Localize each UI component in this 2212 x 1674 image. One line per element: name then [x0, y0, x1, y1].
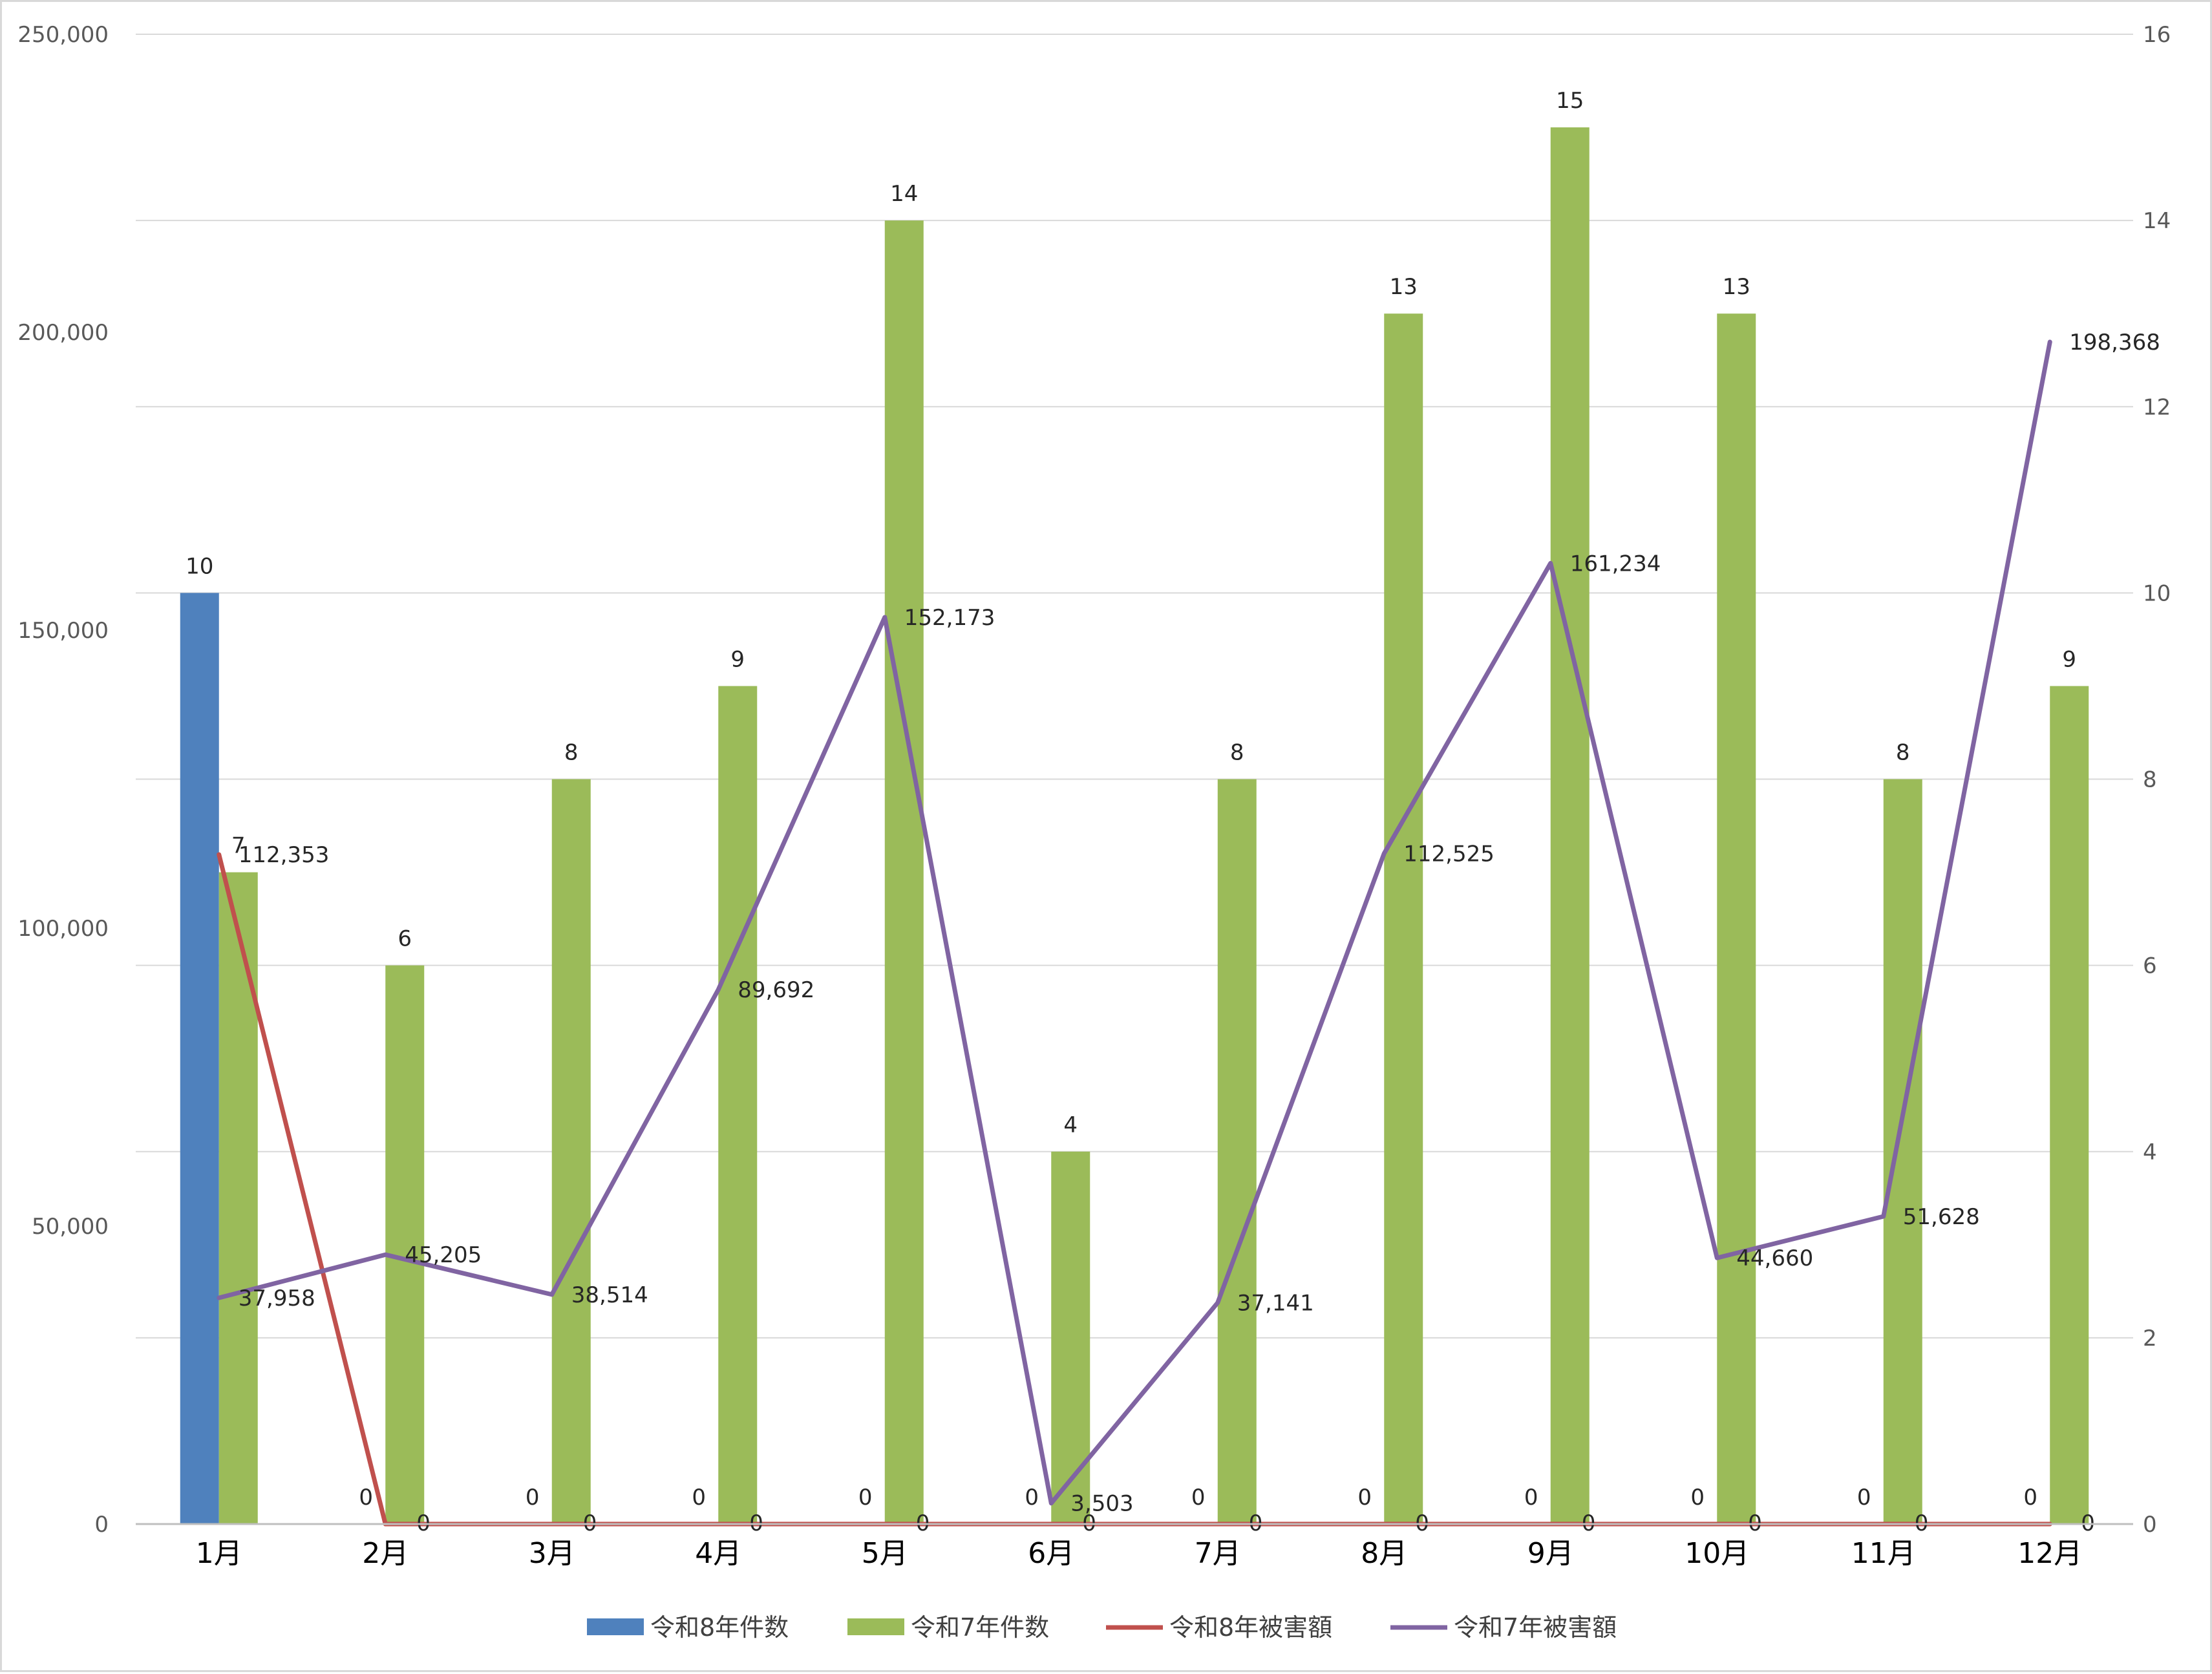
- bar-series: [180, 127, 2089, 1524]
- y-right-tick-label: 8: [2143, 767, 2157, 793]
- data-label-r7-damage: 152,173: [904, 605, 995, 631]
- data-label-r7-damage: 112,525: [1403, 842, 1494, 867]
- y-right-tick-label: 4: [2143, 1139, 2157, 1165]
- y-left-tick-label: 0: [94, 1512, 109, 1538]
- y-right-tick-label: 6: [2143, 953, 2157, 979]
- data-label-r7-damage: 38,514: [571, 1282, 648, 1308]
- x-tick-label: 12月: [2017, 1537, 2082, 1570]
- legend-label: 令和7年件数: [911, 1613, 1049, 1642]
- y-left-tick-label: 200,000: [17, 320, 109, 346]
- x-tick-label: 4月: [695, 1537, 741, 1570]
- bar-r7-count: [551, 779, 591, 1524]
- y-right-tick-label: 12: [2143, 394, 2171, 420]
- line-series: [217, 339, 2052, 1527]
- bar-r7-count: [2050, 686, 2089, 1524]
- data-label-r7-count: 9: [730, 646, 745, 672]
- data-label-r8-damage: 112,353: [239, 842, 330, 868]
- data-label-r8-count: 0: [359, 1485, 373, 1510]
- x-tick-label: 8月: [1361, 1537, 1407, 1570]
- bar-r7-count: [218, 872, 258, 1524]
- x-tick-label: 1月: [196, 1537, 242, 1570]
- legend-label: 令和8年件数: [650, 1613, 789, 1642]
- y-left-tick-label: 250,000: [17, 22, 109, 48]
- data-label-r8-count: 0: [1690, 1485, 1705, 1510]
- x-tick-label: 9月: [1527, 1537, 1574, 1570]
- bar-r7-count: [1717, 313, 1756, 1524]
- data-label-r7-count: 14: [890, 181, 918, 207]
- bar-r7-count: [718, 686, 758, 1524]
- x-tick-label: 2月: [362, 1537, 409, 1570]
- x-tick-label: 10月: [1685, 1537, 1749, 1570]
- data-label-r7-count: 6: [398, 926, 412, 952]
- data-label-r7-count: 13: [1723, 274, 1750, 300]
- data-label-r7-damage: 198,368: [2069, 330, 2160, 355]
- data-label-r8-count: 10: [186, 553, 213, 579]
- data-label-r7-count: 9: [2062, 646, 2076, 672]
- x-tick-label: 11月: [1851, 1537, 1916, 1570]
- data-label-r7-count: 13: [1390, 274, 1418, 300]
- data-label-r8-count: 0: [1524, 1485, 1538, 1510]
- data-label-r8-count: 0: [1857, 1485, 1871, 1510]
- data-label-r7-count: 8: [564, 740, 579, 766]
- data-label-r8-count: 0: [1357, 1485, 1372, 1510]
- axes: 0 50,000 100,000 150,000 200,000 250,000 0 2 4 6 8…: [17, 22, 2171, 1570]
- y-right-tick-label: 14: [2143, 208, 2171, 234]
- bar-r7-count: [1550, 127, 1590, 1524]
- data-label-r7-count: 4: [1063, 1112, 1078, 1138]
- y-right-tick-label: 16: [2143, 22, 2171, 48]
- bar-r7-count: [1384, 313, 1423, 1524]
- x-tick-label: 5月: [862, 1537, 908, 1570]
- data-label-r7-damage: 44,660: [1736, 1245, 1813, 1271]
- bar-r8-count: [180, 593, 219, 1524]
- y-right-tick-label: 10: [2143, 580, 2171, 606]
- gridlines: [136, 34, 2133, 1339]
- y-right-tick-label: 2: [2143, 1326, 2157, 1351]
- data-label-r7-damage: 37,958: [239, 1286, 315, 1311]
- data-label-r7-count: 15: [1556, 88, 1584, 114]
- data-label-r7-count: 8: [1896, 740, 1910, 766]
- legend-label: 令和7年被害額: [1454, 1613, 1617, 1642]
- line-r7-damage: [217, 339, 2052, 1506]
- legend-swatch-r8-count: [587, 1618, 644, 1635]
- data-label-r8-count: 0: [858, 1485, 873, 1510]
- line-r8-damage: [217, 852, 2052, 1527]
- data-label-r8-count: 0: [526, 1485, 540, 1510]
- data-label-r7-damage: 51,628: [1903, 1204, 1980, 1230]
- x-tick-label: 3月: [529, 1537, 575, 1570]
- bar-r7-count: [1217, 779, 1257, 1524]
- data-label-r7-damage: 37,141: [1237, 1291, 1314, 1317]
- data-label-r8-count: 0: [1191, 1485, 1206, 1510]
- x-tick-label: 7月: [1195, 1537, 1241, 1570]
- data-label-r8-count: 0: [1025, 1485, 1039, 1510]
- bar-r7-count: [1051, 1151, 1090, 1524]
- y-right-tick-label: 0: [2143, 1512, 2157, 1538]
- data-label-r8-count: 0: [2023, 1485, 2037, 1510]
- bar-r7-count: [1883, 779, 1922, 1524]
- data-label-r7-damage: 161,234: [1570, 551, 1661, 577]
- data-label-r7-count: 8: [1230, 740, 1244, 766]
- legend-label: 令和8年被害額: [1169, 1613, 1332, 1642]
- legend: 令和8年件数 令和7年件数 令和8年被害額 令和7年被害額: [587, 1613, 1617, 1642]
- legend-swatch-r7-count: [847, 1618, 904, 1635]
- data-label-r7-damage: 45,205: [405, 1242, 482, 1268]
- y-left-tick-label: 150,000: [17, 618, 109, 644]
- data-label-r8-count: 0: [692, 1485, 706, 1510]
- data-label-r7-damage: 3,503: [1070, 1491, 1133, 1517]
- bar-r7-count: [884, 220, 924, 1524]
- data-label-r7-damage: 89,692: [738, 977, 814, 1003]
- x-tick-label: 6月: [1028, 1537, 1074, 1570]
- y-left-tick-label: 50,000: [32, 1214, 109, 1240]
- data-label-r7-count: 7: [231, 833, 246, 859]
- bar-r7-count: [385, 965, 425, 1524]
- y-left-tick-label: 100,000: [17, 916, 109, 942]
